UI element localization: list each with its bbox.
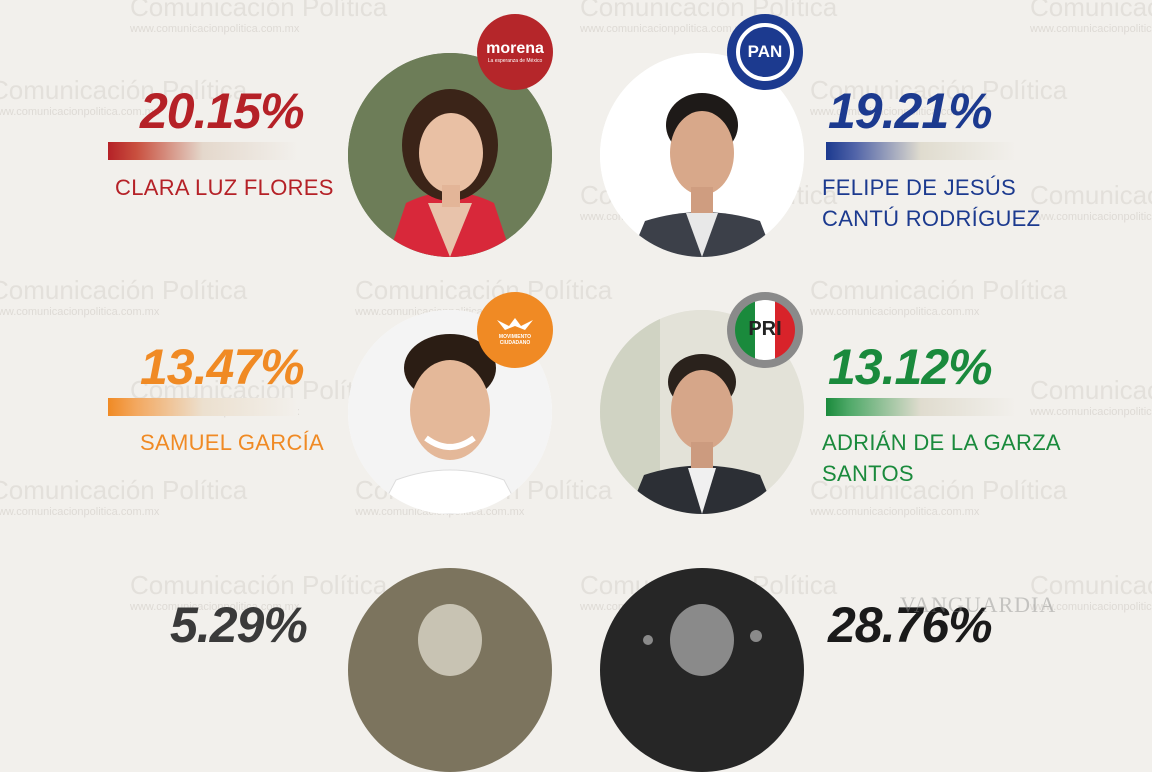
party-logo-pri: PRI	[727, 292, 803, 368]
vote-percentage: 20.15%	[140, 83, 305, 139]
candidate-name-line: SANTOS	[822, 461, 914, 486]
percentage-bar	[826, 398, 1016, 416]
candidate-name: ADRIÁN DE LA GARZA SANTOS	[822, 427, 1061, 489]
placeholder-avatar	[348, 568, 552, 772]
percentage-bar	[108, 142, 298, 160]
person-silhouette-icon	[418, 604, 482, 676]
vote-percentage: 28.76%	[828, 597, 993, 653]
candidate-name: FELIPE DE JESÚS CANTÚ RODRÍGUEZ	[822, 172, 1040, 234]
vote-percentage: 13.12%	[828, 339, 993, 395]
placeholder-avatar	[600, 568, 804, 772]
candidate-name-line: CANTÚ RODRÍGUEZ	[822, 206, 1041, 231]
corner-watermark: VANGUARDIA	[900, 592, 1057, 617]
candidate-name-line: FELIPE DE JESÚS	[822, 175, 1017, 200]
party-logo-movimiento-ciudadano: MOVIMIENTO CIUDADANO	[477, 292, 553, 368]
percentage-bar	[108, 398, 298, 416]
watermark-text: Comunicación Políticawww.comunicacionpol…	[1030, 375, 1152, 418]
candidate-photo	[600, 310, 804, 514]
party-name: morena	[486, 40, 544, 57]
party-name: PAN	[747, 42, 783, 61]
candidate-name: CLARA LUZ FLORES	[115, 175, 334, 200]
party-tagline: La esperanza de México	[487, 58, 543, 64]
person-question-icon	[643, 604, 762, 676]
candidate-name: SAMUEL GARCÍA	[140, 430, 325, 455]
party-logo-morena: morena La esperanza de México	[477, 14, 553, 90]
party-logo-pan: PAN	[727, 14, 803, 90]
candidate-name-line: ADRIÁN DE LA GARZA	[822, 430, 1061, 455]
party-name: MOVIMIENTO CIUDADANO	[498, 334, 532, 346]
percentage-bar	[826, 142, 1016, 160]
watermark-text: Comunicación Políticawww.comunicacionpol…	[1030, 180, 1152, 223]
eagle-icon	[497, 318, 533, 330]
party-name: PRI	[748, 318, 782, 340]
vote-percentage: 13.47%	[140, 339, 305, 395]
vote-percentage: 19.21%	[828, 83, 993, 139]
vote-percentage: 5.29%	[170, 597, 308, 653]
watermark-text: Comunicación Políticawww.comunicacionpol…	[1030, 0, 1152, 35]
